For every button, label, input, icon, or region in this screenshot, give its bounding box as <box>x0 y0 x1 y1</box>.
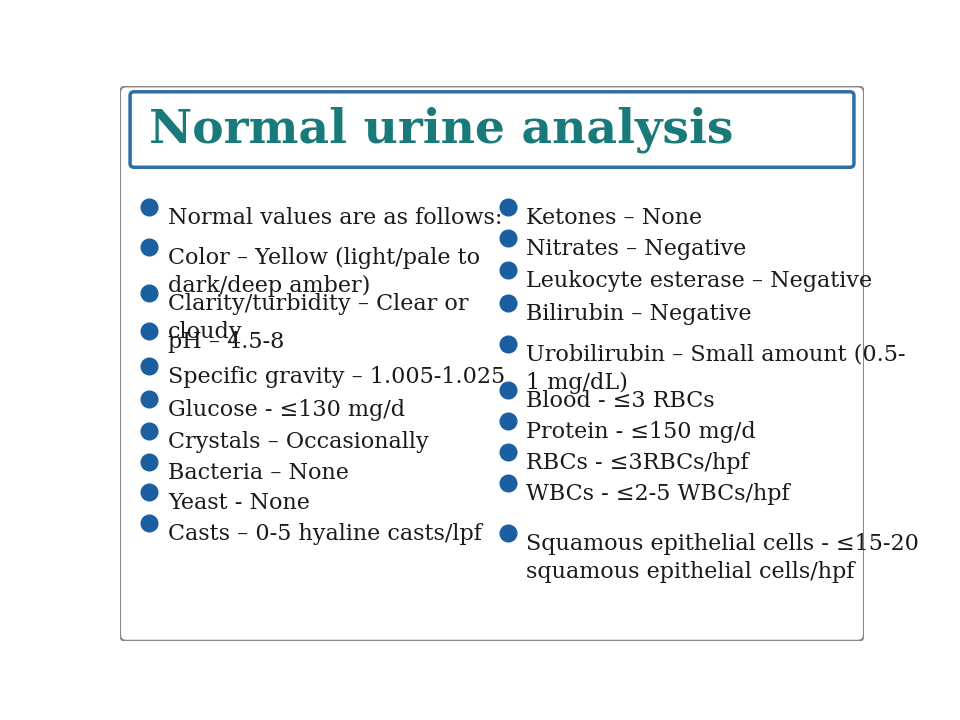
FancyBboxPatch shape <box>130 91 854 167</box>
Text: Color – Yellow (light/pale to
dark/deep amber): Color – Yellow (light/pale to dark/deep … <box>168 247 480 297</box>
Text: Blood - ≤3 RBCs: Blood - ≤3 RBCs <box>526 390 715 413</box>
Text: Crystals – Occasionally: Crystals – Occasionally <box>168 431 429 453</box>
Text: Specific gravity – 1.005-1.025: Specific gravity – 1.005-1.025 <box>168 366 505 388</box>
Text: RBCs - ≤3RBCs/hpf: RBCs - ≤3RBCs/hpf <box>526 452 749 474</box>
Text: Squamous epithelial cells - ≤15-20
squamous epithelial cells/hpf: Squamous epithelial cells - ≤15-20 squam… <box>526 533 919 582</box>
Text: Ketones – None: Ketones – None <box>526 207 702 229</box>
Text: Normal urine analysis: Normal urine analysis <box>150 107 734 153</box>
Text: Nitrates – Negative: Nitrates – Negative <box>526 238 746 261</box>
Text: Leukocyte esterase – Negative: Leukocyte esterase – Negative <box>526 271 873 292</box>
Text: pH – 4.5-8: pH – 4.5-8 <box>168 331 284 354</box>
Text: Bacteria – None: Bacteria – None <box>168 462 348 485</box>
Text: Yeast - None: Yeast - None <box>168 492 310 514</box>
Text: Casts – 0-5 hyaline casts/lpf: Casts – 0-5 hyaline casts/lpf <box>168 523 482 545</box>
Text: Clarity/turbidity – Clear or
cloudy: Clarity/turbidity – Clear or cloudy <box>168 292 468 343</box>
Text: Protein - ≤150 mg/d: Protein - ≤150 mg/d <box>526 421 756 444</box>
FancyBboxPatch shape <box>120 86 864 641</box>
Text: WBCs - ≤2-5 WBCs/hpf: WBCs - ≤2-5 WBCs/hpf <box>526 483 790 505</box>
Text: Normal values are as follows:: Normal values are as follows: <box>168 207 502 229</box>
Text: Glucose - ≤130 mg/d: Glucose - ≤130 mg/d <box>168 399 405 421</box>
Text: Urobilirubin – Small amount (0.5-
1 mg/dL): Urobilirubin – Small amount (0.5- 1 mg/d… <box>526 343 905 394</box>
Text: Bilirubin – Negative: Bilirubin – Negative <box>526 302 752 325</box>
